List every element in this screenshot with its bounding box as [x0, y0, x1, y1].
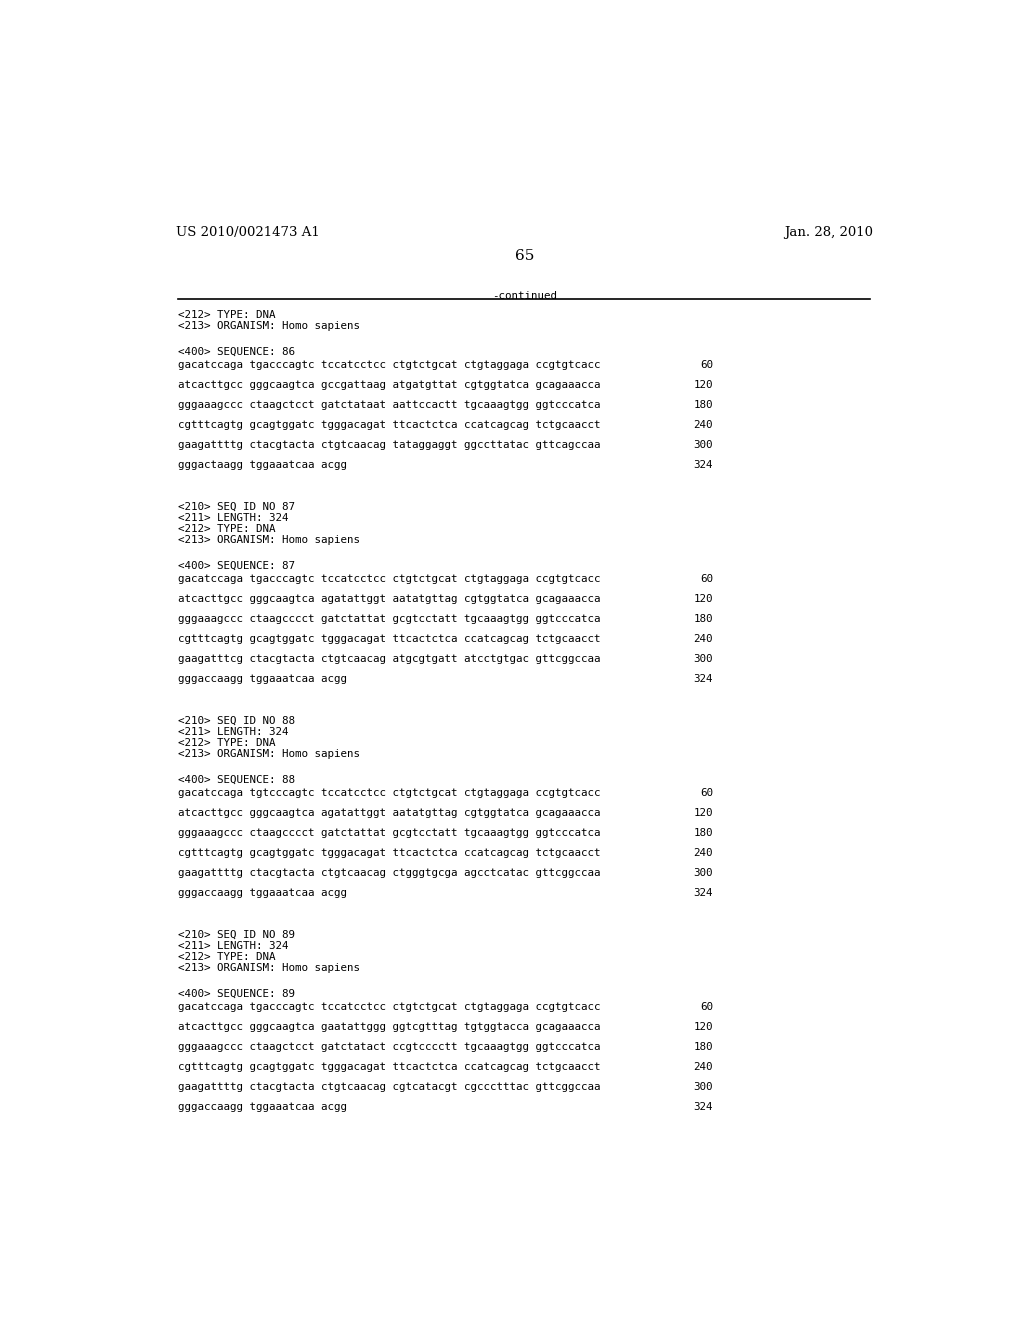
Text: US 2010/0021473 A1: US 2010/0021473 A1	[176, 226, 319, 239]
Text: 240: 240	[693, 1063, 713, 1072]
Text: gacatccaga tgacccagtc tccatcctcc ctgtctgcat ctgtaggaga ccgtgtcacc: gacatccaga tgacccagtc tccatcctcc ctgtctg…	[178, 1002, 601, 1012]
Text: <210> SEQ ID NO 87: <210> SEQ ID NO 87	[178, 502, 295, 512]
Text: <400> SEQUENCE: 87: <400> SEQUENCE: 87	[178, 561, 295, 570]
Text: 120: 120	[693, 594, 713, 605]
Text: cgtttcagtg gcagtggatc tgggacagat ttcactctca ccatcagcag tctgcaacct: cgtttcagtg gcagtggatc tgggacagat ttcactc…	[178, 420, 601, 430]
Text: 324: 324	[693, 461, 713, 470]
Text: 300: 300	[693, 1082, 713, 1093]
Text: <213> ORGANISM: Homo sapiens: <213> ORGANISM: Homo sapiens	[178, 321, 360, 331]
Text: gacatccaga tgacccagtc tccatcctcc ctgtctgcat ctgtaggaga ccgtgtcacc: gacatccaga tgacccagtc tccatcctcc ctgtctg…	[178, 360, 601, 370]
Text: <210> SEQ ID NO 88: <210> SEQ ID NO 88	[178, 715, 295, 726]
Text: <213> ORGANISM: Homo sapiens: <213> ORGANISM: Homo sapiens	[178, 536, 360, 545]
Text: 60: 60	[700, 360, 713, 370]
Text: <400> SEQUENCE: 89: <400> SEQUENCE: 89	[178, 989, 295, 998]
Text: gggaaagccc ctaagctcct gatctataat aattccactt tgcaaagtgg ggtcccatca: gggaaagccc ctaagctcct gatctataat aattcca…	[178, 400, 601, 411]
Text: 120: 120	[693, 808, 713, 818]
Text: 120: 120	[693, 1022, 713, 1032]
Text: 180: 180	[693, 1043, 713, 1052]
Text: gacatccaga tgacccagtc tccatcctcc ctgtctgcat ctgtaggaga ccgtgtcacc: gacatccaga tgacccagtc tccatcctcc ctgtctg…	[178, 574, 601, 585]
Text: cgtttcagtg gcagtggatc tgggacagat ttcactctca ccatcagcag tctgcaacct: cgtttcagtg gcagtggatc tgggacagat ttcactc…	[178, 849, 601, 858]
Text: 324: 324	[693, 1102, 713, 1113]
Text: cgtttcagtg gcagtggatc tgggacagat ttcactctca ccatcagcag tctgcaacct: cgtttcagtg gcagtggatc tgggacagat ttcactc…	[178, 1063, 601, 1072]
Text: atcacttgcc gggcaagtca gaatattggg ggtcgtttag tgtggtacca gcagaaacca: atcacttgcc gggcaagtca gaatattggg ggtcgtt…	[178, 1022, 601, 1032]
Text: gggaaagccc ctaagctcct gatctatact ccgtcccctt tgcaaagtgg ggtcccatca: gggaaagccc ctaagctcct gatctatact ccgtccc…	[178, 1043, 601, 1052]
Text: gggaaagccc ctaagcccct gatctattat gcgtcctatt tgcaaagtgg ggtcccatca: gggaaagccc ctaagcccct gatctattat gcgtcct…	[178, 614, 601, 624]
Text: 240: 240	[693, 420, 713, 430]
Text: Jan. 28, 2010: Jan. 28, 2010	[784, 226, 873, 239]
Text: gggaccaagg tggaaatcaa acgg: gggaccaagg tggaaatcaa acgg	[178, 888, 347, 899]
Text: 65: 65	[515, 249, 535, 263]
Text: 300: 300	[693, 655, 713, 664]
Text: <211> LENGTH: 324: <211> LENGTH: 324	[178, 941, 289, 952]
Text: gggactaagg tggaaatcaa acgg: gggactaagg tggaaatcaa acgg	[178, 461, 347, 470]
Text: 60: 60	[700, 574, 713, 585]
Text: <211> LENGTH: 324: <211> LENGTH: 324	[178, 513, 289, 523]
Text: gggaccaagg tggaaatcaa acgg: gggaccaagg tggaaatcaa acgg	[178, 675, 347, 684]
Text: gggaaagccc ctaagcccct gatctattat gcgtcctatt tgcaaagtgg ggtcccatca: gggaaagccc ctaagcccct gatctattat gcgtcct…	[178, 829, 601, 838]
Text: <213> ORGANISM: Homo sapiens: <213> ORGANISM: Homo sapiens	[178, 964, 360, 973]
Text: 300: 300	[693, 869, 713, 878]
Text: <212> TYPE: DNA: <212> TYPE: DNA	[178, 524, 275, 535]
Text: atcacttgcc gggcaagtca gccgattaag atgatgttat cgtggtatca gcagaaacca: atcacttgcc gggcaagtca gccgattaag atgatgt…	[178, 380, 601, 391]
Text: atcacttgcc gggcaagtca agatattggt aatatgttag cgtggtatca gcagaaacca: atcacttgcc gggcaagtca agatattggt aatatgt…	[178, 594, 601, 605]
Text: <211> LENGTH: 324: <211> LENGTH: 324	[178, 727, 289, 737]
Text: 180: 180	[693, 400, 713, 411]
Text: 300: 300	[693, 441, 713, 450]
Text: 60: 60	[700, 1002, 713, 1012]
Text: <400> SEQUENCE: 88: <400> SEQUENCE: 88	[178, 775, 295, 784]
Text: gaagattttg ctacgtacta ctgtcaacag ctgggtgcga agcctcatac gttcggccaa: gaagattttg ctacgtacta ctgtcaacag ctgggtg…	[178, 869, 601, 878]
Text: 240: 240	[693, 849, 713, 858]
Text: gaagattttg ctacgtacta ctgtcaacag tataggaggt ggccttatac gttcagccaa: gaagattttg ctacgtacta ctgtcaacag tatagga…	[178, 441, 601, 450]
Text: gacatccaga tgtcccagtc tccatcctcc ctgtctgcat ctgtaggaga ccgtgtcacc: gacatccaga tgtcccagtc tccatcctcc ctgtctg…	[178, 788, 601, 799]
Text: gggaccaagg tggaaatcaa acgg: gggaccaagg tggaaatcaa acgg	[178, 1102, 347, 1113]
Text: <212> TYPE: DNA: <212> TYPE: DNA	[178, 738, 275, 748]
Text: 324: 324	[693, 888, 713, 899]
Text: 60: 60	[700, 788, 713, 799]
Text: gaagattttg ctacgtacta ctgtcaacag cgtcatacgt cgccctttac gttcggccaa: gaagattttg ctacgtacta ctgtcaacag cgtcata…	[178, 1082, 601, 1093]
Text: 180: 180	[693, 829, 713, 838]
Text: <210> SEQ ID NO 89: <210> SEQ ID NO 89	[178, 929, 295, 940]
Text: -continued: -continued	[493, 290, 557, 301]
Text: <212> TYPE: DNA: <212> TYPE: DNA	[178, 310, 275, 319]
Text: <212> TYPE: DNA: <212> TYPE: DNA	[178, 952, 275, 962]
Text: <213> ORGANISM: Homo sapiens: <213> ORGANISM: Homo sapiens	[178, 750, 360, 759]
Text: atcacttgcc gggcaagtca agatattggt aatatgttag cgtggtatca gcagaaacca: atcacttgcc gggcaagtca agatattggt aatatgt…	[178, 808, 601, 818]
Text: gaagatttcg ctacgtacta ctgtcaacag atgcgtgatt atcctgtgac gttcggccaa: gaagatttcg ctacgtacta ctgtcaacag atgcgtg…	[178, 655, 601, 664]
Text: 180: 180	[693, 614, 713, 624]
Text: <400> SEQUENCE: 86: <400> SEQUENCE: 86	[178, 346, 295, 356]
Text: cgtttcagtg gcagtggatc tgggacagat ttcactctca ccatcagcag tctgcaacct: cgtttcagtg gcagtggatc tgggacagat ttcactc…	[178, 635, 601, 644]
Text: 120: 120	[693, 380, 713, 391]
Text: 240: 240	[693, 635, 713, 644]
Text: 324: 324	[693, 675, 713, 684]
